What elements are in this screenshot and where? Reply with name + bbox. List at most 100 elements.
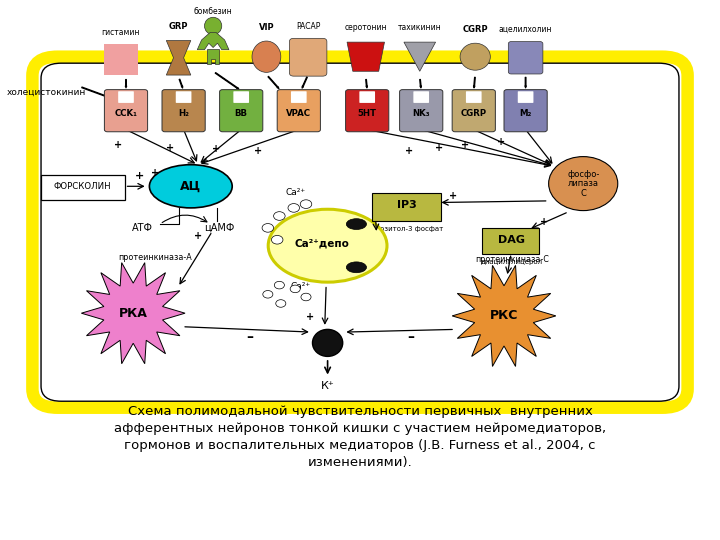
Text: +: + <box>166 143 174 153</box>
FancyBboxPatch shape <box>104 90 148 132</box>
Polygon shape <box>452 265 556 367</box>
Text: +: + <box>135 171 144 181</box>
Text: С: С <box>580 189 586 198</box>
FancyBboxPatch shape <box>233 91 249 103</box>
Text: К⁺: К⁺ <box>320 381 335 391</box>
Text: ФОРСКОЛИН: ФОРСКОЛИН <box>54 182 112 191</box>
Ellipse shape <box>460 43 490 70</box>
Circle shape <box>300 200 312 208</box>
Text: +: + <box>449 191 456 201</box>
Text: CGRP: CGRP <box>461 109 487 118</box>
Circle shape <box>263 291 273 298</box>
Circle shape <box>274 281 284 289</box>
FancyBboxPatch shape <box>400 90 443 132</box>
Text: +: + <box>114 140 122 150</box>
Text: диацилглицерол: диацилглицерол <box>480 259 542 265</box>
Circle shape <box>288 204 300 212</box>
Polygon shape <box>347 42 384 71</box>
FancyBboxPatch shape <box>359 91 375 103</box>
Text: протеинкиназа-С: протеинкиназа-С <box>476 254 549 264</box>
Text: IP3: IP3 <box>397 200 417 210</box>
FancyBboxPatch shape <box>32 57 688 408</box>
FancyBboxPatch shape <box>220 90 263 132</box>
Text: +: + <box>306 312 314 322</box>
FancyBboxPatch shape <box>372 193 441 221</box>
FancyBboxPatch shape <box>518 91 534 103</box>
FancyBboxPatch shape <box>413 91 429 103</box>
Text: BB: BB <box>235 109 248 118</box>
FancyBboxPatch shape <box>289 38 327 76</box>
Ellipse shape <box>252 41 281 72</box>
Ellipse shape <box>269 209 387 282</box>
FancyBboxPatch shape <box>466 91 482 103</box>
Text: VPAC: VPAC <box>287 109 311 118</box>
Polygon shape <box>197 32 229 50</box>
Ellipse shape <box>150 165 232 208</box>
Text: 5HT: 5HT <box>358 109 377 118</box>
FancyBboxPatch shape <box>104 44 138 75</box>
Text: Схема полимодальной чувствительности первичных  внутренних
афферентных нейронов : Схема полимодальной чувствительности пер… <box>114 405 606 469</box>
FancyBboxPatch shape <box>176 91 192 103</box>
FancyBboxPatch shape <box>162 90 205 132</box>
Text: CCK₁: CCK₁ <box>114 109 138 118</box>
FancyBboxPatch shape <box>508 42 543 74</box>
Circle shape <box>271 235 283 244</box>
Text: Ca²⁺: Ca²⁺ <box>285 188 305 197</box>
Text: фосфо-: фосфо- <box>567 171 599 179</box>
Text: CGRP: CGRP <box>462 25 488 34</box>
Text: –: – <box>408 330 415 345</box>
Text: Ca²⁺депо: Ca²⁺депо <box>294 239 349 248</box>
Text: +: + <box>497 137 505 147</box>
Ellipse shape <box>549 157 618 211</box>
Polygon shape <box>81 262 185 364</box>
Ellipse shape <box>346 262 366 273</box>
FancyBboxPatch shape <box>41 175 125 200</box>
Text: +: + <box>435 143 443 153</box>
Circle shape <box>301 293 311 301</box>
Text: VIP: VIP <box>258 23 274 32</box>
Circle shape <box>262 224 274 232</box>
Text: протеинкиназа-А: протеинкиназа-А <box>118 253 192 262</box>
Text: +: + <box>212 144 220 154</box>
FancyBboxPatch shape <box>118 91 134 103</box>
Text: PACAP: PACAP <box>296 22 320 31</box>
Text: GRP: GRP <box>168 22 189 31</box>
Text: серотонин: серотонин <box>344 23 387 32</box>
FancyBboxPatch shape <box>291 91 307 103</box>
Text: РКА: РКА <box>119 307 148 320</box>
Text: липаза: липаза <box>567 179 599 187</box>
Circle shape <box>274 212 285 220</box>
Circle shape <box>290 285 300 293</box>
Text: АТФ: АТФ <box>132 223 153 233</box>
Polygon shape <box>207 49 219 64</box>
FancyBboxPatch shape <box>504 90 547 132</box>
FancyBboxPatch shape <box>452 90 495 132</box>
Text: +: + <box>461 140 469 150</box>
Text: гистамин: гистамин <box>102 28 140 37</box>
Text: +: + <box>151 167 159 178</box>
Ellipse shape <box>312 329 343 356</box>
Text: ацелилхолин: ацелилхолин <box>499 25 552 34</box>
Text: холецистокинин: холецистокинин <box>7 87 86 96</box>
Text: Ca²⁺: Ca²⁺ <box>291 282 311 291</box>
Text: M₂: M₂ <box>519 109 532 118</box>
Text: +: + <box>254 146 262 157</box>
Ellipse shape <box>204 17 222 35</box>
FancyBboxPatch shape <box>277 90 320 132</box>
Text: +: + <box>405 146 413 157</box>
Polygon shape <box>404 42 436 71</box>
Text: инозитол-3 фосфат: инозитол-3 фосфат <box>371 226 443 232</box>
Text: NK₃: NK₃ <box>413 109 430 118</box>
Ellipse shape <box>346 219 366 230</box>
FancyBboxPatch shape <box>346 90 389 132</box>
Text: +: + <box>194 231 202 241</box>
Circle shape <box>276 300 286 307</box>
Text: РКС: РКС <box>490 309 518 322</box>
Text: тахикинин: тахикинин <box>398 23 441 32</box>
Text: АЦ: АЦ <box>180 180 202 193</box>
Text: –: – <box>246 330 253 345</box>
Text: DAG: DAG <box>498 235 525 245</box>
Text: +: + <box>540 217 548 227</box>
Text: H₂: H₂ <box>178 109 189 118</box>
Text: бомбезин: бомбезин <box>194 7 233 16</box>
